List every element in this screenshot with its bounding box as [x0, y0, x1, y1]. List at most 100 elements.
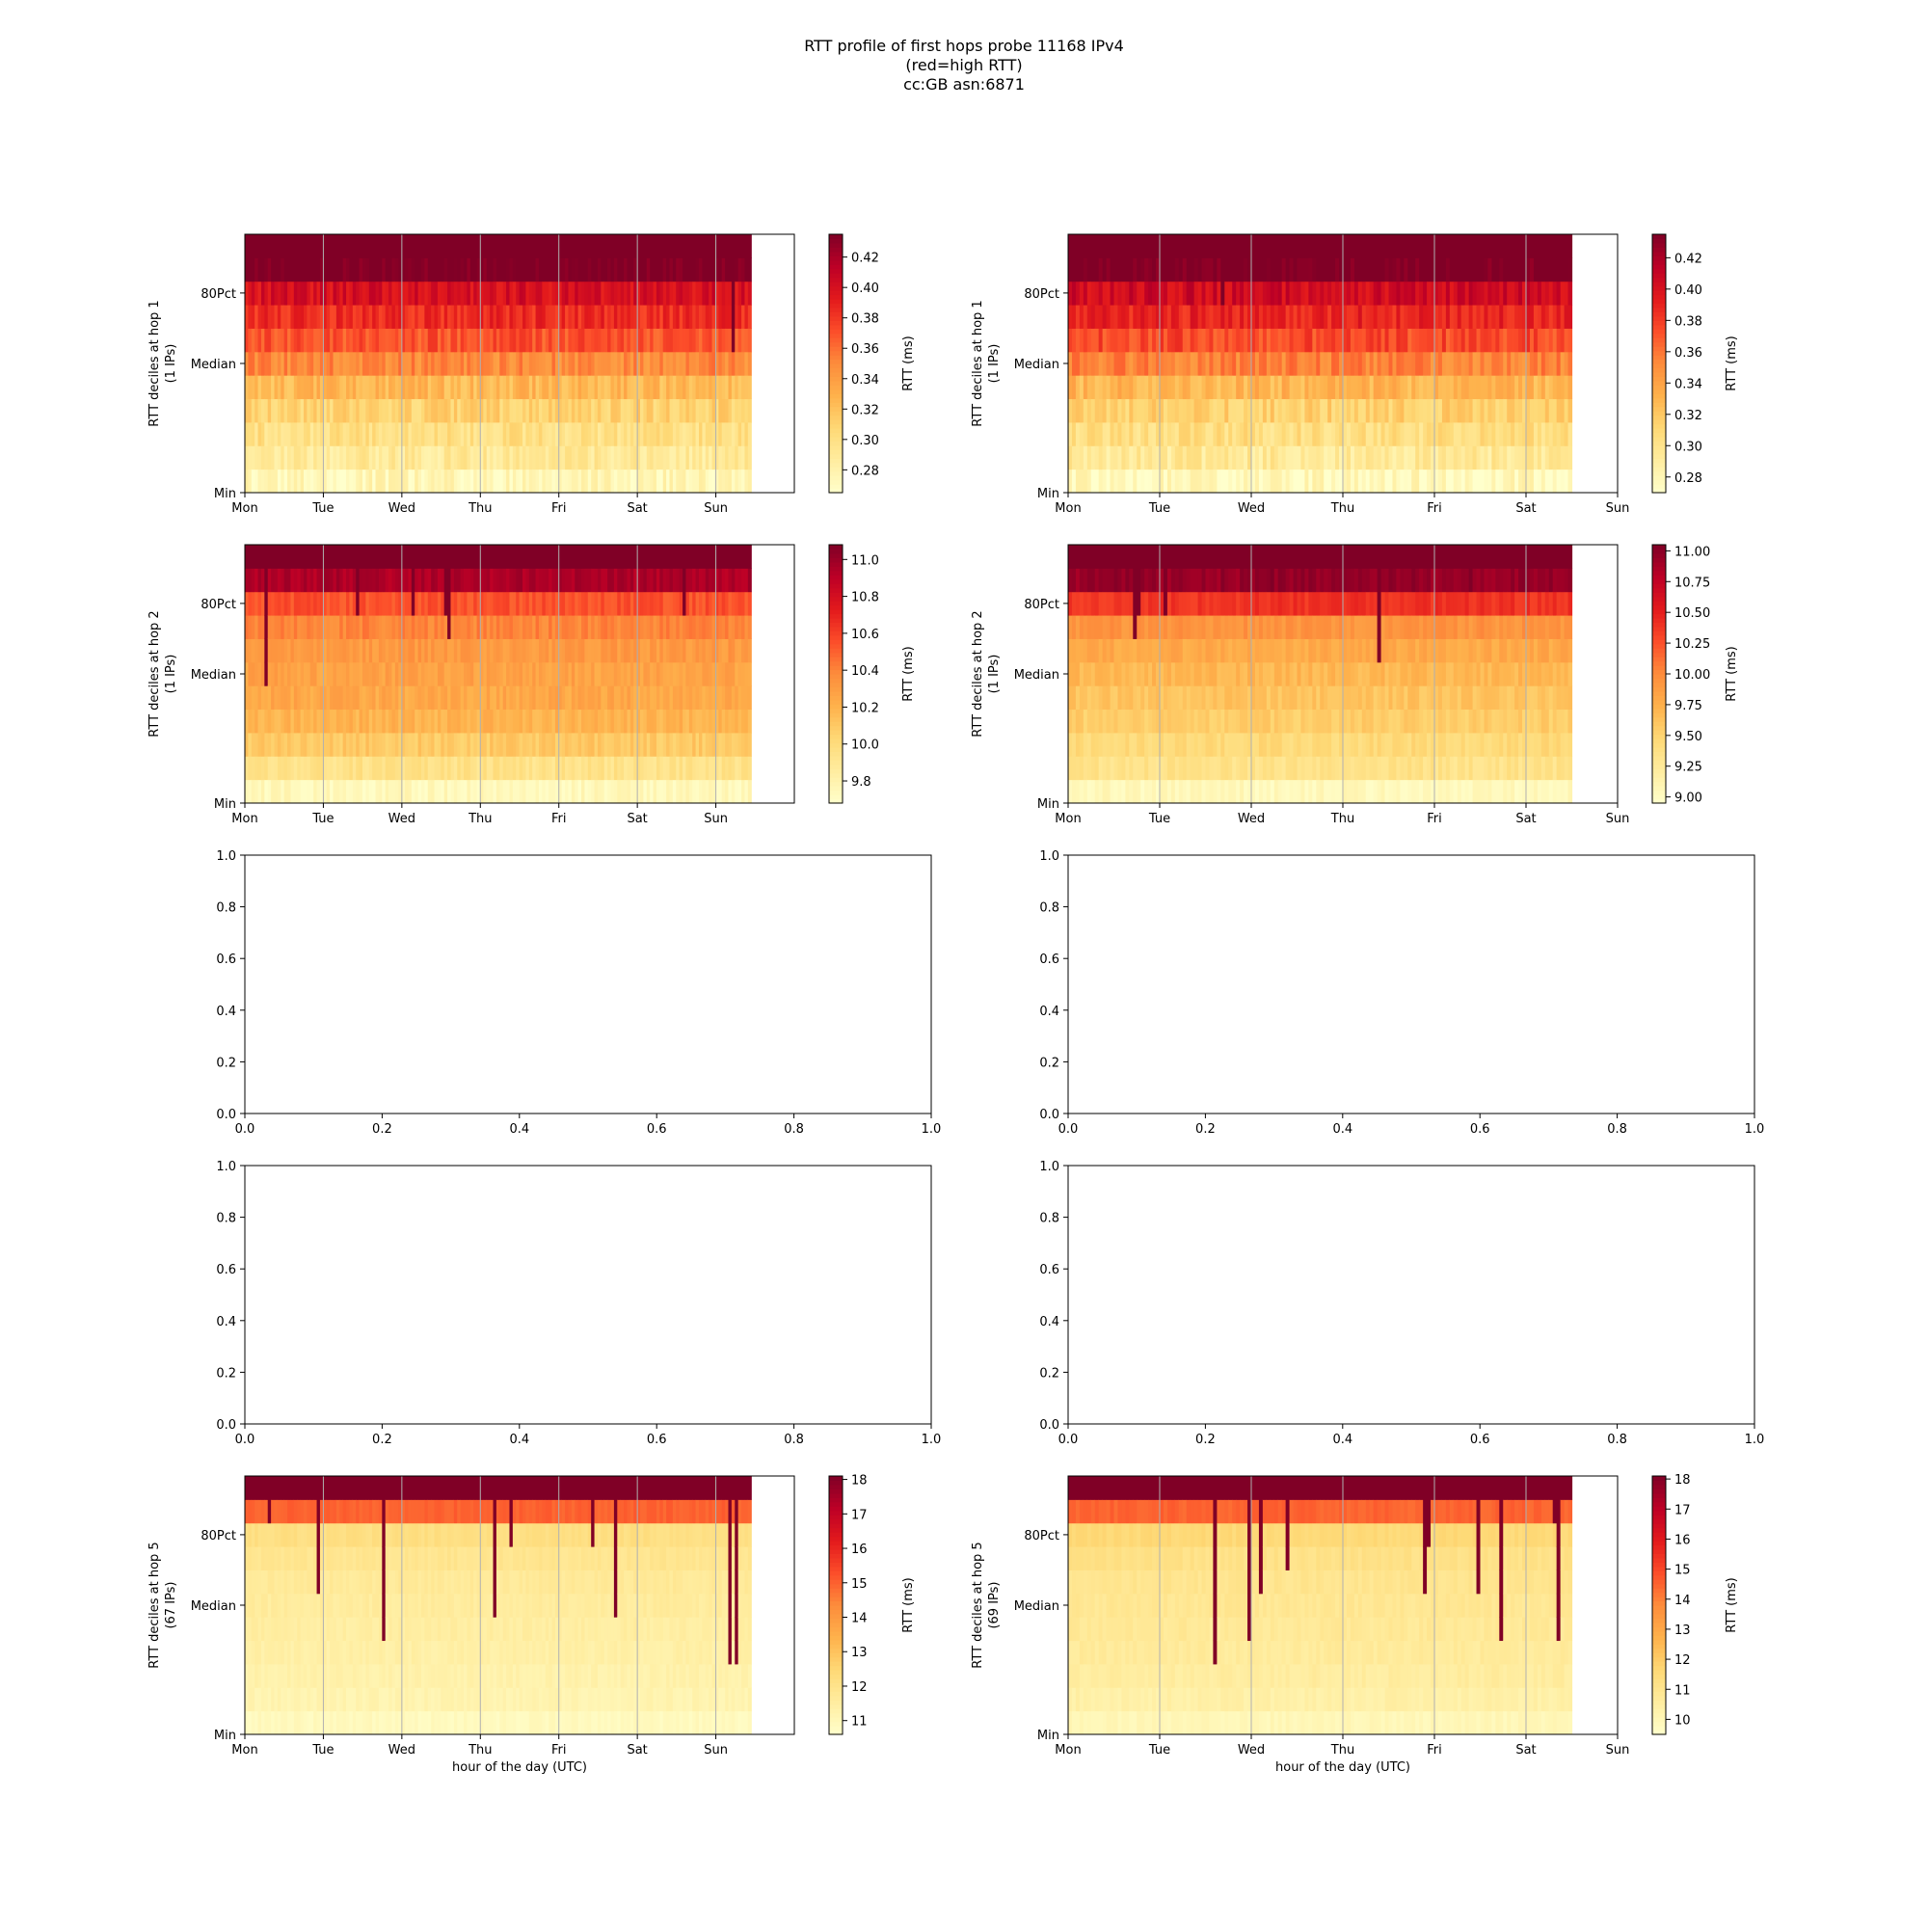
heatmap-cell — [1202, 399, 1207, 423]
heatmap-cell — [1450, 422, 1455, 446]
heatmap-cell — [1152, 470, 1157, 494]
heatmap-cell — [1194, 422, 1199, 446]
heatmap-cell — [1503, 445, 1508, 470]
heatmap-cell — [1099, 328, 1104, 352]
heatmap-cell — [1324, 234, 1328, 258]
y-axis-label: (1 IPs) — [987, 344, 1002, 384]
heatmap-cell — [1133, 234, 1138, 258]
heatmap-cell — [1407, 470, 1412, 494]
heatmap-cell — [1381, 445, 1386, 470]
heatmap-cell — [1202, 328, 1207, 352]
heatmap-cell — [1274, 282, 1279, 306]
heatmap-cell — [1117, 470, 1122, 494]
heatmap-cell — [1389, 257, 1394, 282]
heatmap-cell — [1565, 445, 1569, 470]
heatmap-cell — [1568, 282, 1573, 306]
heatmap-cell — [1206, 399, 1211, 423]
heatmap-cell — [1217, 422, 1221, 446]
colorbar-segment — [1652, 381, 1666, 386]
heatmap-cell — [1473, 375, 1478, 399]
colorbar-segment — [1652, 308, 1666, 312]
heatmap-cell — [1228, 470, 1233, 494]
heatmap-cell — [1434, 352, 1439, 376]
heatmap-cell — [1374, 305, 1379, 329]
heatmap-cell — [1549, 234, 1554, 258]
heatmap-cell — [1312, 352, 1317, 376]
heatmap-cell — [1389, 470, 1394, 494]
heatmap-cell — [1392, 470, 1397, 494]
heatmap-cell — [1290, 352, 1295, 376]
heatmap-cell — [1415, 282, 1420, 306]
heatmap-cell — [1514, 257, 1519, 282]
heatmap-cell — [1461, 470, 1466, 494]
heatmap-cell — [748, 305, 752, 329]
heatmap-cell — [1541, 470, 1546, 494]
heatmap-cell — [1450, 399, 1455, 423]
heatmap-cell — [1335, 282, 1340, 306]
colorbar-segment — [1652, 334, 1666, 338]
heatmap-cell — [1206, 470, 1211, 494]
heatmap-cell — [1423, 234, 1428, 258]
heatmap-cell — [1347, 375, 1352, 399]
heatmap-cell — [1251, 257, 1256, 282]
heatmap-cell — [1419, 445, 1424, 470]
heatmap-cell — [1503, 352, 1508, 376]
heatmap-cell — [1111, 470, 1115, 494]
heatmap-cell — [1454, 375, 1459, 399]
heatmap-cell — [1255, 422, 1260, 446]
heatmap-cell — [1407, 422, 1412, 446]
x-tick-label: Sun — [704, 501, 728, 516]
heatmap-cell — [1404, 328, 1408, 352]
heatmap-cell — [1206, 282, 1211, 306]
heatmap-cell — [1191, 375, 1195, 399]
heatmap-cell — [1411, 399, 1416, 423]
heatmap-cell — [1400, 399, 1405, 423]
heatmap-cell — [1308, 328, 1313, 352]
heatmap-cell — [1152, 399, 1157, 423]
heatmap-cell — [1187, 399, 1192, 423]
heatmap-cell — [1068, 305, 1073, 329]
heatmap-cell — [1347, 422, 1352, 446]
heatmap-cell — [1072, 422, 1077, 446]
heatmap-cell — [1095, 352, 1100, 376]
x-tick-label: Wed — [1238, 501, 1265, 516]
heatmap-cell — [1152, 305, 1157, 329]
colorbar-segment — [829, 398, 843, 403]
heatmap-cell — [1111, 445, 1115, 470]
heatmap-cell — [1557, 282, 1562, 306]
heatmap-cell — [1091, 352, 1096, 376]
heatmap-cell — [1213, 282, 1218, 306]
heatmap-cell — [1191, 305, 1195, 329]
heatmap-cell — [1286, 422, 1291, 446]
heatmap-cell — [1458, 422, 1462, 446]
heatmap-cell — [1366, 470, 1371, 494]
heatmap-cell — [1217, 305, 1221, 329]
heatmap-cell — [1511, 422, 1515, 446]
heatmap-cell — [1438, 470, 1443, 494]
heatmap-cell — [1129, 328, 1134, 352]
heatmap-cell — [1308, 399, 1313, 423]
heatmap-cell — [1411, 375, 1416, 399]
colorbar-segment — [829, 367, 843, 372]
heatmap-cell — [1244, 375, 1248, 399]
heatmap-cell — [1442, 352, 1447, 376]
heatmap-cell — [1080, 305, 1084, 329]
heatmap-cell — [1487, 422, 1492, 446]
heatmap-cell — [1378, 328, 1382, 352]
heatmap-cell — [1202, 282, 1207, 306]
heatmap-cell — [1298, 399, 1302, 423]
colorbar-segment — [829, 351, 843, 356]
colorbar-segment — [1652, 290, 1666, 295]
heatmap-cell — [1469, 399, 1474, 423]
heatmap-cell — [1251, 399, 1256, 423]
heatmap-cell — [1454, 305, 1459, 329]
heatmap-cell — [1194, 234, 1199, 258]
heatmap-cell — [1320, 399, 1325, 423]
heatmap-cell — [1072, 328, 1077, 352]
heatmap-cell — [1072, 470, 1077, 494]
heatmap-cell — [1442, 445, 1447, 470]
heatmap-cell — [1423, 328, 1428, 352]
colorbar-segment — [829, 458, 843, 463]
